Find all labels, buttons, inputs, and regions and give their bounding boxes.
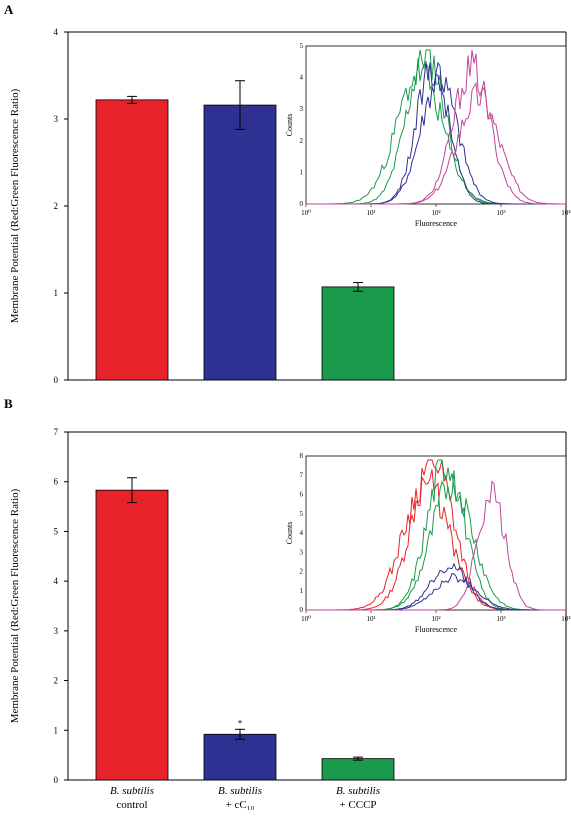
y-tick-label: 5 — [54, 526, 59, 536]
y-tick-label: 7 — [54, 427, 59, 437]
inset-y-tick: 3 — [300, 548, 304, 556]
bar — [321, 286, 395, 381]
inset-y-tick: 2 — [300, 137, 304, 145]
inset-frame — [305, 455, 567, 611]
inset-x-label: Fluorescence — [415, 625, 458, 634]
inset-histogram: 0 1 2 3 4 5 10⁰ 10¹ 10² 10³ 10⁴ Fluorescence Counts — [285, 42, 571, 228]
significance-marker: * — [238, 718, 243, 728]
y-tick-label: 3 — [54, 626, 59, 636]
y-tick-label: 4 — [54, 27, 59, 37]
bar — [203, 104, 277, 381]
inset-x-tick: 10¹ — [366, 615, 375, 623]
inset-x-tick: 10² — [431, 209, 440, 217]
panel-b-letter: B — [4, 396, 13, 411]
inset-y-tick: 0 — [300, 200, 304, 208]
inset-x-tick: 10⁴ — [561, 615, 571, 623]
category-sublabel: + CCCP — [339, 799, 376, 811]
y-tick-label: 1 — [54, 288, 59, 298]
inset-x-tick: 10⁰ — [301, 615, 311, 623]
inset-frame — [305, 45, 567, 205]
inset-x-label: Fluorescence — [415, 219, 458, 228]
inset-y-tick: 4 — [300, 74, 304, 82]
y-axis-label: Membrane Potential (Red:Green Fluorescen… — [9, 88, 21, 323]
y-tick-label: 1 — [54, 725, 59, 735]
inset-y-tick: 1 — [300, 587, 304, 595]
category-sublabel: + cC₁₀ — [226, 799, 255, 811]
inset-x-tick: 10² — [431, 615, 440, 623]
category-sublabel: control — [116, 799, 147, 811]
histogram-trace — [306, 81, 566, 205]
inset-y-label: Counts — [285, 522, 294, 545]
inset-histogram: 0 1 2 3 4 5 6 7 8 10⁰ 10¹ 10² 10³ 10⁴ Fluorescence Coun… — [285, 452, 571, 634]
category-label: B. subtilis — [336, 785, 380, 797]
inset-x-tick: 10⁴ — [561, 209, 571, 217]
bar — [203, 733, 277, 781]
y-axis-label: Membrane Potential (Red:Green Fluorescen… — [9, 488, 21, 723]
inset-y-tick: 8 — [300, 452, 304, 460]
inset-y-tick: 6 — [300, 491, 304, 499]
inset-y-tick: 4 — [300, 529, 304, 537]
inset-y-tick: 0 — [300, 606, 304, 614]
inset-x-tick: 10¹ — [366, 209, 375, 217]
inset-y-label: Counts — [285, 114, 294, 137]
inset-x-tick: 10³ — [496, 615, 505, 623]
bar — [95, 99, 169, 381]
histogram-trace — [306, 480, 566, 611]
category-label: B. subtilis — [218, 785, 262, 797]
y-tick-label: 0 — [54, 375, 59, 385]
inset-y-tick: 5 — [300, 510, 304, 518]
inset-y-tick: 3 — [300, 105, 304, 113]
y-tick-label: 3 — [54, 114, 59, 124]
inset-y-tick: 5 — [300, 42, 304, 50]
inset-x-tick: 10⁰ — [301, 209, 311, 217]
y-tick-label: 2 — [54, 201, 59, 211]
inset-y-tick: 7 — [300, 471, 304, 479]
category-label: B. subtilis — [110, 785, 154, 797]
y-tick-label: 6 — [54, 477, 59, 487]
inset-y-tick: 2 — [300, 568, 304, 576]
y-tick-label: 2 — [54, 676, 59, 686]
y-tick-label: 0 — [54, 775, 59, 785]
inset-x-tick: 10³ — [496, 209, 505, 217]
y-tick-label: 4 — [54, 576, 59, 586]
panel-a-letter: A — [4, 2, 14, 17]
bar — [95, 489, 169, 781]
panel-a: 0 1 2 3 4 Membrane Potential (Red:Green Fluor… — [9, 27, 571, 385]
bar — [321, 758, 395, 781]
panel-b: 0 1 2 3 4 5 6 7 Membrane Potential (Red:Green Fl… — [9, 427, 571, 811]
inset-y-tick: 1 — [300, 168, 304, 176]
